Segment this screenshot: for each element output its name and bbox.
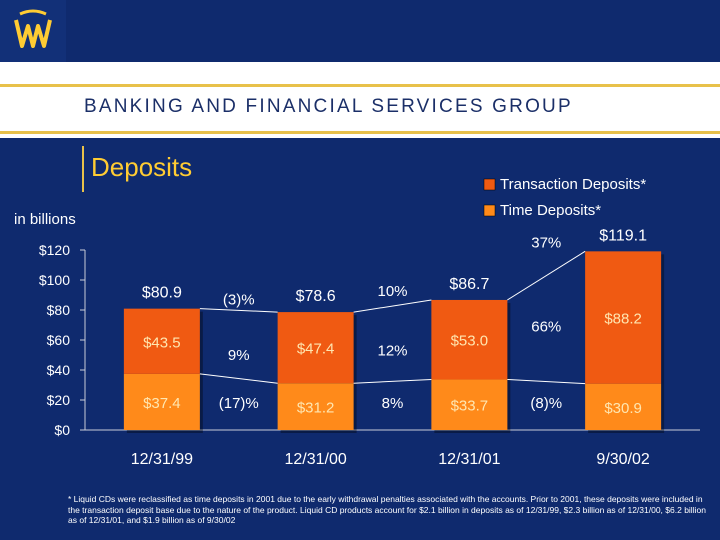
- x-category-label: 9/30/02: [596, 451, 649, 468]
- bar-time-deposits: [431, 379, 508, 430]
- time-value-label: $37.4: [143, 395, 181, 412]
- logo-mark-icon: [14, 9, 52, 48]
- time-connector-line: [353, 378, 432, 384]
- legend-label-transaction: Transaction Deposits*: [500, 176, 646, 193]
- y-tick-label: $20: [47, 392, 71, 408]
- y-tick-label: $40: [47, 362, 71, 378]
- total-value-label: $80.9: [142, 285, 182, 302]
- transaction-value-label: $88.2: [604, 311, 642, 328]
- y-tick-label: $100: [39, 272, 70, 288]
- transaction-value-label: $43.5: [143, 334, 181, 351]
- total-value-label: $119.1: [599, 227, 647, 244]
- footnote: * Liquid CDs were reclassified as time d…: [68, 494, 706, 525]
- total-growth-label: 10%: [377, 283, 407, 300]
- bar-time-deposits: [585, 383, 662, 430]
- header-stripe: [0, 62, 720, 76]
- x-category-label: 12/31/99: [131, 451, 193, 468]
- total-connector-line: [507, 250, 586, 301]
- header-rule-bottom: [0, 131, 720, 134]
- units-label: in billions: [14, 211, 76, 228]
- y-tick-label: $80: [47, 302, 71, 318]
- header-rule-top: [0, 84, 720, 87]
- total-connector-line: [199, 308, 278, 313]
- transaction-growth-label: 12%: [377, 343, 407, 360]
- total-connector-line: [353, 299, 432, 313]
- transaction-growth-label: 66%: [531, 319, 561, 336]
- bar-transaction-deposits: [431, 299, 508, 380]
- total-growth-label: 37%: [531, 234, 561, 251]
- bar-transaction-deposits: [123, 308, 200, 374]
- total-growth-label: (3)%: [223, 292, 255, 309]
- x-category-label: 12/31/01: [438, 451, 500, 468]
- time-connector-line: [199, 373, 278, 384]
- time-growth-label: (8)%: [530, 395, 562, 412]
- company-logo: [0, 0, 66, 64]
- bar-time-deposits: [123, 373, 200, 430]
- time-connector-line: [507, 378, 586, 385]
- title-rule: [82, 146, 84, 192]
- time-growth-label: (17)%: [219, 395, 259, 412]
- legend-label-time: Time Deposits*: [500, 202, 601, 219]
- bar-time-deposits: [277, 383, 354, 430]
- legend-swatch-time: [483, 204, 496, 217]
- time-value-label: $30.9: [604, 400, 642, 417]
- total-value-label: $78.6: [296, 288, 336, 305]
- transaction-value-label: $47.4: [297, 341, 335, 358]
- bar-transaction-deposits: [277, 312, 354, 384]
- bar-transaction-deposits: [585, 251, 662, 384]
- group-name: BANKING AND FINANCIAL SERVICES GROUP: [84, 96, 573, 117]
- y-tick-label: $120: [39, 242, 70, 258]
- total-value-label: $86.7: [449, 276, 489, 293]
- transaction-value-label: $53.0: [451, 333, 489, 350]
- legend-swatch-transaction: [483, 178, 496, 191]
- transaction-growth-label: 9%: [228, 347, 250, 364]
- time-value-label: $33.7: [451, 398, 489, 415]
- time-value-label: $31.2: [297, 400, 335, 417]
- top-bar: [0, 0, 720, 64]
- y-tick-label: $0: [54, 422, 70, 438]
- time-growth-label: 8%: [382, 395, 404, 412]
- slide-title: Deposits: [91, 152, 193, 182]
- y-tick-label: $60: [47, 332, 71, 348]
- x-category-label: 12/31/00: [284, 451, 346, 468]
